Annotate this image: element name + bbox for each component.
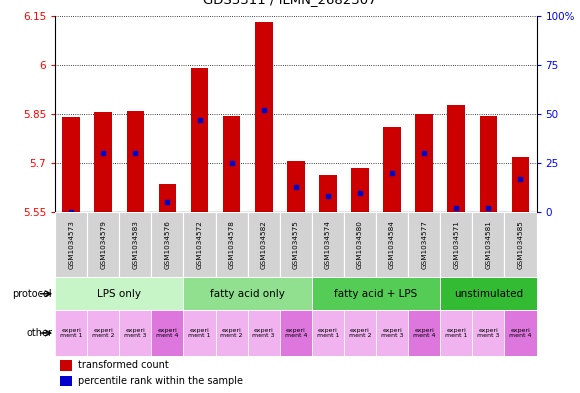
Text: fatty acid + LPS: fatty acid + LPS [335,289,418,299]
Bar [151,310,183,356]
Text: percentile rank within the sample: percentile rank within the sample [78,376,242,386]
Text: GSM1034585: GSM1034585 [517,220,524,269]
Bar [408,212,440,277]
Text: GSM1034579: GSM1034579 [100,220,106,269]
Text: GSM1034575: GSM1034575 [293,220,299,269]
Bar [440,277,536,310]
Text: experi
ment 1: experi ment 1 [188,328,211,338]
Bar [62,117,80,212]
Bar [191,68,208,212]
Bar [312,212,344,277]
Bar [280,212,312,277]
Bar [248,212,280,277]
Text: GSM1034574: GSM1034574 [325,220,331,269]
Text: GDS5311 / ILMN_2682307: GDS5311 / ILMN_2682307 [203,0,377,6]
Bar [255,22,273,212]
Text: GSM1034583: GSM1034583 [132,220,139,269]
Bar [344,310,376,356]
Bar [60,360,72,371]
Text: experi
ment 3: experi ment 3 [252,328,275,338]
Bar [505,212,536,277]
Bar [440,212,472,277]
Bar [383,127,401,212]
Text: GSM1034584: GSM1034584 [389,220,395,269]
Text: GSM1034576: GSM1034576 [164,220,171,269]
Bar [376,212,408,277]
Bar [287,162,305,212]
Text: experi
ment 2: experi ment 2 [349,328,371,338]
Bar [312,277,440,310]
Bar [248,310,280,356]
Bar [344,212,376,277]
Text: experi
ment 2: experi ment 2 [92,328,114,338]
Bar [60,376,72,386]
Text: LPS only: LPS only [97,289,142,299]
Text: GSM1034577: GSM1034577 [421,220,427,269]
Bar [119,310,151,356]
Bar [183,310,216,356]
Text: experi
ment 3: experi ment 3 [124,328,147,338]
Bar [512,156,530,212]
Bar [319,174,337,212]
Bar [505,310,536,356]
Bar [151,212,183,277]
Bar [216,212,248,277]
Bar [280,310,312,356]
Bar [119,212,151,277]
Bar [87,310,119,356]
Bar [447,105,465,212]
Text: experi
ment 1: experi ment 1 [60,328,82,338]
Bar [440,310,472,356]
Text: experi
ment 4: experi ment 4 [156,328,179,338]
Bar [472,212,505,277]
Text: experi
ment 4: experi ment 4 [413,328,436,338]
Bar [216,310,248,356]
Bar [55,212,87,277]
Text: GSM1034580: GSM1034580 [357,220,363,269]
Text: GSM1034582: GSM1034582 [260,220,267,269]
Bar [312,310,344,356]
Bar [126,111,144,212]
Text: experi
ment 1: experi ment 1 [445,328,467,338]
Bar [408,310,440,356]
Text: GSM1034581: GSM1034581 [485,220,491,269]
Text: GSM1034571: GSM1034571 [453,220,459,269]
Bar [87,212,119,277]
Bar [472,310,505,356]
Bar [55,277,183,310]
Text: experi
ment 1: experi ment 1 [317,328,339,338]
Bar [415,114,433,212]
Text: experi
ment 3: experi ment 3 [477,328,499,338]
Text: GSM1034572: GSM1034572 [197,220,202,269]
Bar [351,168,369,212]
Text: transformed count: transformed count [78,360,168,370]
Text: experi
ment 3: experi ment 3 [381,328,403,338]
Text: experi
ment 2: experi ment 2 [220,328,243,338]
Text: fatty acid only: fatty acid only [210,289,285,299]
Bar [158,184,176,212]
Bar [95,112,112,212]
Bar [183,212,216,277]
Bar [376,310,408,356]
Bar [55,310,87,356]
Bar [223,116,241,212]
Bar [480,116,497,212]
Bar [183,277,312,310]
Text: experi
ment 4: experi ment 4 [285,328,307,338]
Text: experi
ment 4: experi ment 4 [509,328,532,338]
Text: other: other [26,328,52,338]
Text: GSM1034578: GSM1034578 [229,220,235,269]
Text: unstimulated: unstimulated [454,289,523,299]
Text: GSM1034573: GSM1034573 [68,220,74,269]
Text: protocol: protocol [13,289,52,299]
